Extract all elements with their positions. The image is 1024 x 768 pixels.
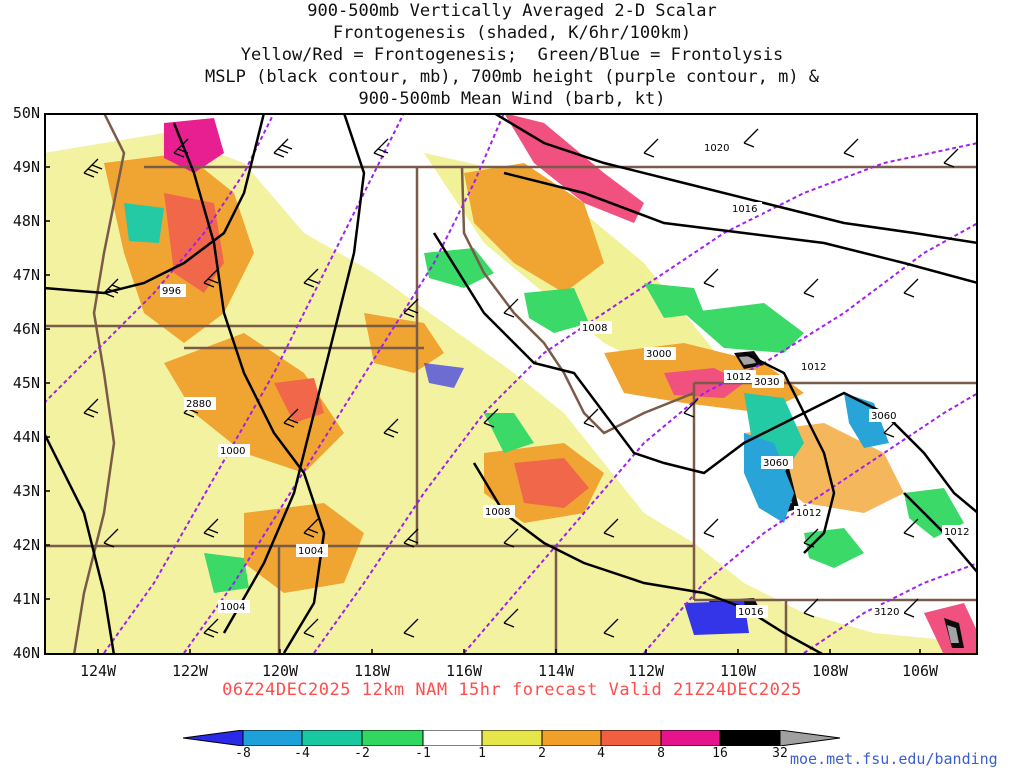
svg-text:3000: 3000: [646, 349, 671, 360]
lat-label-49n: 49N: [12, 158, 40, 176]
svg-text:1012: 1012: [726, 372, 751, 383]
mslp-label: 1016: [736, 605, 768, 618]
lon-label-114w: 114W: [537, 662, 575, 680]
colorbar-cell: [481, 730, 543, 746]
colorbar-label: -4: [294, 746, 310, 761]
colorbar-cell: [301, 730, 363, 746]
svg-text:3120: 3120: [874, 607, 899, 618]
mslp-label: 1012: [799, 360, 831, 373]
colorbar-cell: [242, 730, 303, 746]
height-contours: [44, 113, 978, 654]
title-line-1: 900-500mb Vertically Averaged 2-D Scalar: [307, 1, 717, 21]
mslp-label: 1012: [724, 370, 756, 383]
colorbar-label: 32: [772, 746, 788, 761]
colorbar-cell: [541, 730, 602, 746]
colorbar-cell: [361, 730, 424, 746]
colorbar-label: 2: [538, 746, 546, 761]
mslp-label: 1008: [483, 505, 515, 518]
lon-label-108w: 108W: [811, 662, 849, 680]
height-label: 2880: [184, 397, 216, 410]
shading-layer: [44, 113, 978, 655]
mslp-label: 1012: [794, 506, 826, 519]
title-line-5: 900-500mb Mean Wind (barb, kt): [358, 89, 666, 109]
height-label: 3060: [761, 456, 793, 469]
colorbar-cell: [779, 730, 841, 746]
lat-label-48n: 48N: [12, 212, 40, 230]
mslp-label: 1000: [218, 444, 250, 457]
height-label: 3060: [869, 409, 901, 422]
colorbar-label: -2: [354, 746, 370, 761]
svg-text:1012: 1012: [944, 527, 969, 538]
mslp-label: 1004: [296, 544, 328, 557]
svg-text:3030: 3030: [754, 377, 779, 388]
lat-label-50n: 50N: [12, 104, 40, 122]
svg-text:1012: 1012: [796, 508, 821, 519]
svg-text:996: 996: [162, 286, 181, 297]
lat-label-41n: 41N: [12, 590, 40, 608]
colorbar-label: -1: [415, 746, 431, 761]
frontogenesis-map: 1020 1016 996 1008 1012 1012 1000 1008 1…: [44, 113, 978, 655]
lon-label-122w: 122W: [171, 662, 209, 680]
svg-text:1004: 1004: [220, 602, 245, 613]
svg-text:1000: 1000: [220, 446, 245, 457]
forecast-valid-caption: 06Z24DEC2025 12km NAM 15hr forecast Vali…: [222, 680, 802, 700]
colorbar-cell: [183, 730, 244, 746]
lat-label-40n: 40N: [12, 644, 40, 662]
mslp-label: 1008: [580, 321, 612, 334]
axis-ticks: [44, 166, 921, 655]
svg-text:1020: 1020: [704, 143, 729, 154]
colorbar-label: 16: [712, 746, 728, 761]
svg-text:3060: 3060: [763, 458, 788, 469]
lat-label-46n: 46N: [12, 320, 40, 338]
lon-label-106w: 106W: [901, 662, 939, 680]
lat-label-44n: 44N: [12, 428, 40, 446]
svg-text:2880: 2880: [186, 399, 211, 410]
svg-text:1012: 1012: [801, 362, 826, 373]
colorbar-label: -8: [235, 746, 251, 761]
svg-text:1016: 1016: [732, 204, 757, 215]
svg-text:1008: 1008: [582, 323, 607, 334]
lon-label-120w: 120W: [261, 662, 299, 680]
mslp-label: 1020: [702, 141, 734, 154]
colorbar-label: 1: [478, 746, 486, 761]
svg-text:1004: 1004: [298, 546, 323, 557]
colorbar-cell: [600, 730, 662, 746]
colorbar-label: 8: [657, 746, 665, 761]
mslp-label: 1004: [218, 600, 250, 613]
lat-label-47n: 47N: [12, 266, 40, 284]
mslp-label: 1016: [730, 202, 762, 215]
colorbar-cell: [719, 730, 781, 746]
source-url-link[interactable]: moe.met.fsu.edu/banding: [790, 750, 998, 768]
lat-label-43n: 43N: [12, 482, 40, 500]
colorbar-cell: [422, 730, 483, 746]
map-frame: [44, 113, 978, 655]
contour-labels: 1020 1016 996 1008 1012 1012 1000 1008 1…: [160, 141, 974, 618]
height-label: 3120: [872, 605, 904, 618]
lon-label-118w: 118W: [353, 662, 391, 680]
lon-label-124w: 124W: [79, 662, 117, 680]
svg-text:1008: 1008: [485, 507, 510, 518]
title-line-2: Frontogenesis (shaded, K/6hr/100km): [332, 23, 692, 43]
colorbar-cell: [660, 730, 721, 746]
lon-label-110w: 110W: [719, 662, 757, 680]
mslp-label: 1012: [942, 525, 974, 538]
lon-label-112w: 112W: [627, 662, 665, 680]
colorbar-label: 4: [597, 746, 605, 761]
lat-label-42n: 42N: [12, 536, 40, 554]
svg-text:3060: 3060: [871, 411, 896, 422]
mslp-contours: [44, 113, 978, 655]
title-line-3: Yellow/Red = Frontogenesis; Green/Blue =…: [240, 45, 784, 65]
height-label: 3000: [644, 347, 676, 360]
lon-label-116w: 116W: [445, 662, 483, 680]
title-line-4: MSLP (black contour, mb), 700mb height (…: [204, 67, 820, 87]
mslp-label: 996: [160, 284, 186, 297]
svg-text:1016: 1016: [738, 607, 763, 618]
wind-barbs: [83, 128, 959, 638]
colorbar: [183, 730, 841, 746]
lat-label-45n: 45N: [12, 374, 40, 392]
height-label: 3030: [752, 375, 784, 388]
